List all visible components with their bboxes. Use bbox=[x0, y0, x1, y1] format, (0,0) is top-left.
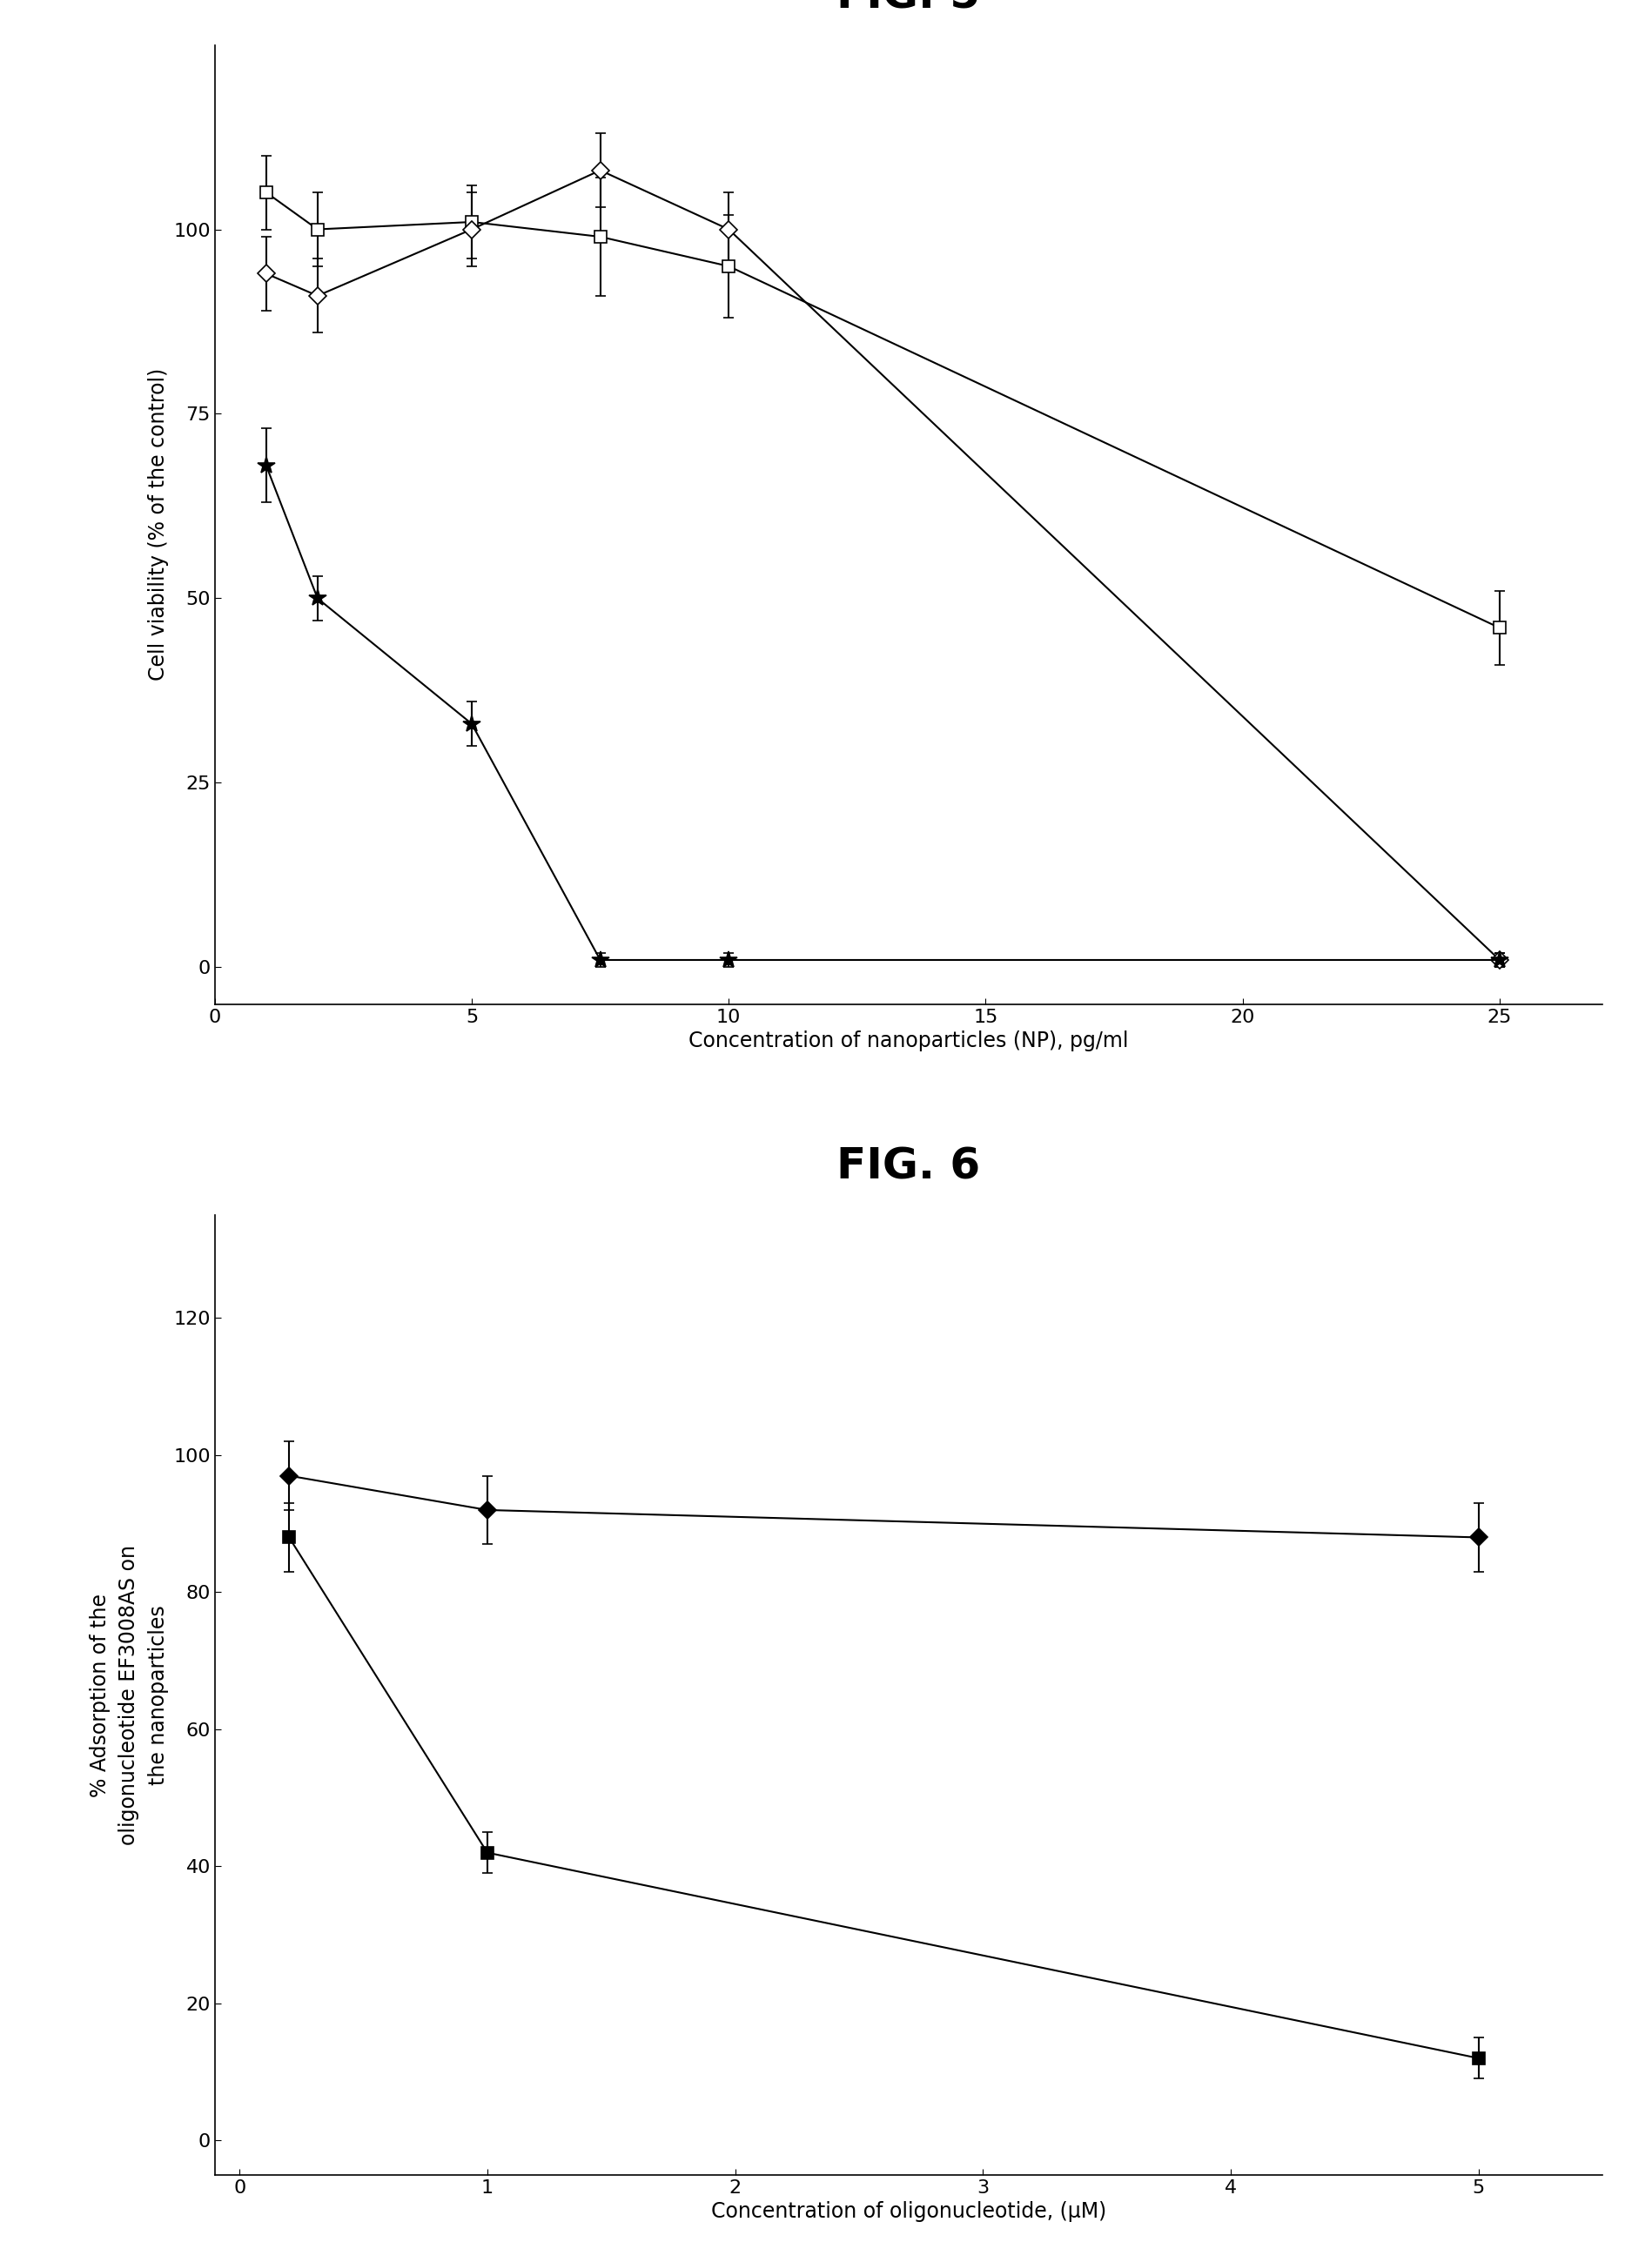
Title: FIG. 6: FIG. 6 bbox=[838, 1146, 980, 1188]
Y-axis label: Cell viability (% of the control): Cell viability (% of the control) bbox=[147, 368, 169, 682]
X-axis label: Concentration of oligonucleotide, (μM): Concentration of oligonucleotide, (μM) bbox=[710, 2202, 1107, 2222]
Title: FIG. 5: FIG. 5 bbox=[838, 0, 980, 18]
Y-axis label: % Adsorption of the
oligonucleotide EF3008AS on
the nanoparticles: % Adsorption of the oligonucleotide EF30… bbox=[89, 1545, 169, 1845]
X-axis label: Concentration of nanoparticles (NP), pg/ml: Concentration of nanoparticles (NP), pg/… bbox=[689, 1031, 1128, 1051]
